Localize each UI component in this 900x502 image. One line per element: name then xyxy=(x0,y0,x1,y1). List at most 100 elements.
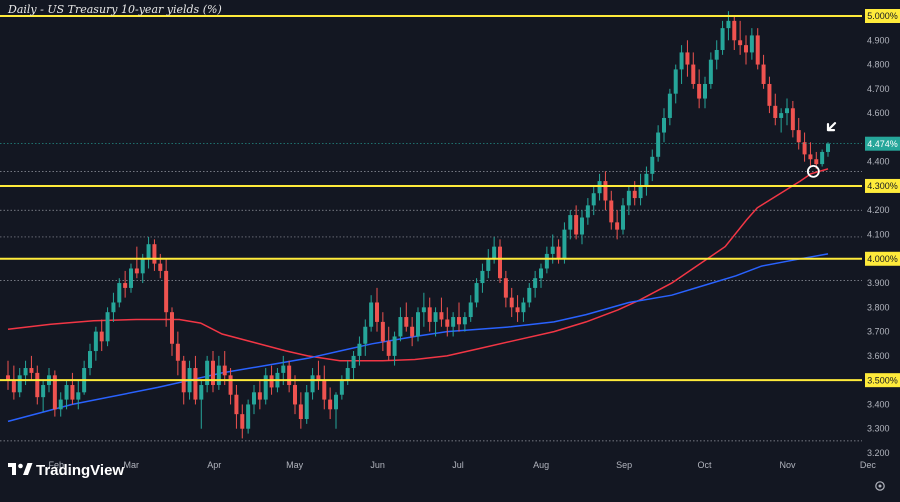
candle-down xyxy=(29,355,34,381)
candle-up xyxy=(246,399,251,434)
y-tick-label: 4.600 xyxy=(867,108,890,118)
candle-up xyxy=(263,368,268,405)
current-price-tag xyxy=(865,136,900,151)
candle-down xyxy=(234,385,239,429)
moving-averages xyxy=(7,168,829,423)
y-tick-label: 3.200 xyxy=(867,448,890,458)
candle-body xyxy=(322,380,327,400)
candle-body xyxy=(392,336,397,356)
candle-up xyxy=(749,28,754,60)
candle-body xyxy=(679,52,684,70)
candle-body xyxy=(11,380,16,393)
candle-down xyxy=(796,117,801,150)
level-tag xyxy=(865,9,900,23)
candle-body xyxy=(474,283,479,303)
candle-body xyxy=(808,154,813,160)
candle-body xyxy=(597,181,602,194)
candle-body xyxy=(421,307,426,313)
x-tick-label: Sep xyxy=(616,460,632,470)
candle-up xyxy=(585,198,590,225)
candle-body xyxy=(826,143,830,152)
candle-body xyxy=(170,312,174,344)
candle-up xyxy=(93,326,98,361)
candle-down xyxy=(439,297,444,327)
candle-body xyxy=(287,365,292,386)
candle-body xyxy=(697,83,702,99)
candle-body xyxy=(216,365,221,386)
candle-down xyxy=(70,372,75,405)
candle-up xyxy=(667,88,672,126)
candle-body xyxy=(310,375,315,393)
candle-up xyxy=(480,263,485,293)
candle-down xyxy=(767,76,772,114)
candle-down xyxy=(732,16,737,50)
candle-down xyxy=(761,54,766,89)
candle-body xyxy=(234,394,239,415)
candle-up xyxy=(117,278,122,308)
y-tick-label: 3.600 xyxy=(867,351,890,361)
candle-body xyxy=(316,375,321,381)
candle-body xyxy=(410,326,415,337)
candle-body xyxy=(638,185,643,199)
candle-down xyxy=(211,351,215,393)
candle-body xyxy=(64,385,69,400)
candle-down xyxy=(738,20,743,55)
candle-body xyxy=(451,317,456,327)
x-tick-label: Dec xyxy=(860,460,877,470)
candle-down xyxy=(404,302,409,332)
tradingview-logo-icon xyxy=(8,463,33,475)
candle-down xyxy=(152,239,157,271)
candle-body xyxy=(140,258,145,274)
candle-down xyxy=(328,387,333,420)
candle-body xyxy=(580,217,584,235)
candle-down xyxy=(755,28,760,70)
candle-body xyxy=(6,375,10,381)
candle-down xyxy=(615,210,620,240)
candle-body xyxy=(363,326,368,344)
candle-up xyxy=(662,108,666,143)
candle-body xyxy=(298,404,303,420)
level-tag-label: 4.000% xyxy=(867,254,898,264)
candle-body xyxy=(58,399,63,410)
candle-up xyxy=(626,185,631,216)
candle-body xyxy=(468,302,473,318)
candle-body xyxy=(263,375,268,400)
candle-body xyxy=(720,28,725,50)
candle-down xyxy=(298,392,303,429)
candle-up xyxy=(533,270,538,298)
candle-up xyxy=(539,263,543,288)
candle-up xyxy=(304,385,309,424)
tradingview-logo[interactable]: TradingView xyxy=(8,462,124,479)
y-tick-label: 4.400 xyxy=(867,157,890,167)
candle-body xyxy=(802,142,807,155)
candle-body xyxy=(726,20,731,29)
candle-up xyxy=(785,98,789,126)
y-tick-label: 4.100 xyxy=(867,230,890,240)
candle-body xyxy=(152,244,157,264)
candle-up xyxy=(621,198,625,235)
gear-icon[interactable] xyxy=(875,481,885,491)
candle-up xyxy=(597,173,602,201)
candle-down xyxy=(574,205,579,240)
level-tag xyxy=(865,251,900,266)
tradingview-logo-text: TradingView xyxy=(36,462,124,479)
x-tick-label: Jul xyxy=(452,460,464,470)
candle-up xyxy=(486,249,491,279)
candle-body xyxy=(650,156,655,174)
candle-up xyxy=(129,263,133,293)
candle-up xyxy=(64,380,69,410)
candle-down xyxy=(744,35,748,65)
candle-body xyxy=(790,108,795,131)
candle-up xyxy=(714,40,719,70)
candle-body xyxy=(246,404,251,429)
candle-body xyxy=(339,380,344,395)
y-tick-label: 4.900 xyxy=(867,35,890,45)
candle-down xyxy=(445,307,450,337)
y-tick-label: 4.200 xyxy=(867,205,890,215)
candle-up xyxy=(708,52,713,89)
candle-down xyxy=(697,69,702,109)
candle-up xyxy=(205,355,210,393)
candle-body xyxy=(427,307,432,322)
candle-up xyxy=(199,380,204,429)
